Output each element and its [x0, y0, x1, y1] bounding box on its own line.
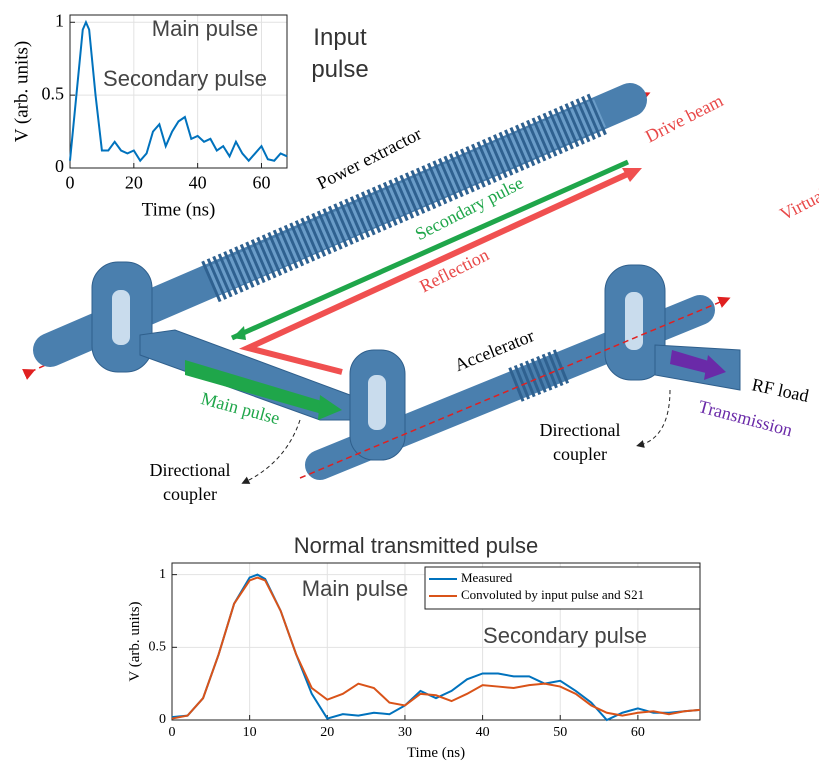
coupler-arrow	[640, 390, 670, 445]
label: Drive beam	[642, 90, 726, 146]
x-tick-label: 50	[553, 725, 567, 740]
y-tick-label: 0.5	[42, 83, 65, 103]
x-axis-label: Time (ns)	[407, 745, 465, 761]
annotation: Secondary pulse	[103, 66, 267, 91]
annotation: Main pulse	[152, 16, 258, 41]
x-tick-label: 30	[398, 725, 412, 740]
legend-label: Convoluted by input pulse and S21	[461, 587, 644, 602]
y-tick-label: 0	[55, 156, 64, 176]
x-tick-label: 20	[320, 725, 334, 740]
y-tick-label: 0.5	[149, 640, 167, 655]
x-tick-label: 40	[189, 172, 207, 192]
x-tick-label: 0	[169, 725, 176, 740]
x-axis-label: Time (ns)	[142, 200, 216, 221]
label: Directional coupler	[525, 418, 635, 466]
y-tick-label: 1	[55, 10, 64, 30]
annotation: Main pulse	[302, 576, 408, 601]
y-axis-label: V (arb. units)	[12, 41, 33, 143]
disc-hole	[112, 290, 130, 345]
x-tick-label: 60	[252, 172, 270, 192]
y-tick-label: 0	[159, 712, 166, 727]
x-tick-label: 60	[631, 725, 645, 740]
page: Power extractor Drive beam Secondary pul…	[0, 0, 819, 770]
y-axis-label: V (arb. units)	[127, 601, 143, 681]
label: Transmission	[696, 396, 794, 440]
x-tick-label: 20	[125, 172, 143, 192]
legend-label: Measured	[461, 570, 513, 585]
x-tick-label: 0	[66, 172, 75, 192]
label: RF load	[750, 374, 810, 406]
chart-title: Normal transmitted pulse	[294, 533, 539, 558]
x-tick-label: 10	[243, 725, 257, 740]
coupler-arrow	[245, 420, 300, 482]
x-tick-label: 40	[476, 725, 490, 740]
annotation: Secondary pulse	[483, 623, 647, 648]
chart-title: Input pulse	[300, 22, 380, 86]
disc-hole	[368, 375, 386, 430]
y-tick-label: 1	[159, 567, 166, 582]
label: Directional coupler	[135, 458, 245, 506]
arrow-head	[232, 326, 246, 340]
figure: Power extractor Drive beam Secondary pul…	[0, 0, 819, 770]
